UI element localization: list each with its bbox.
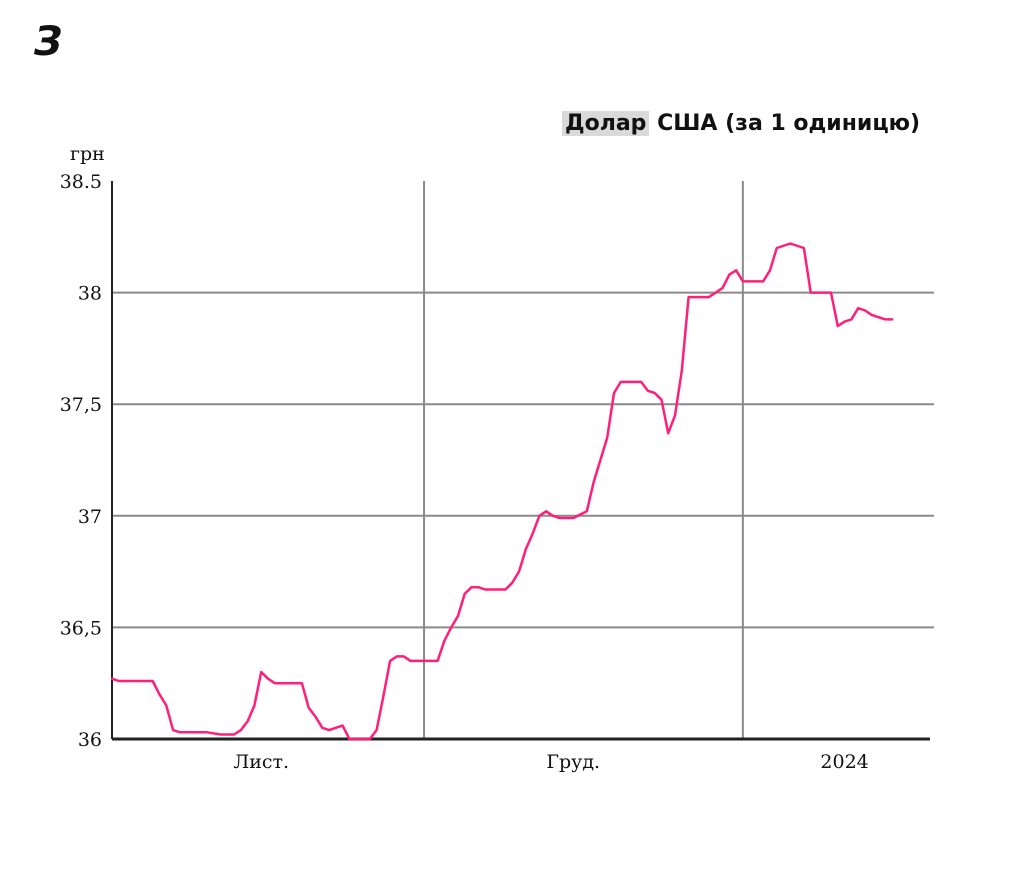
y-tick-label: 37 <box>78 506 102 528</box>
y-tick-label: 37,5 <box>60 394 102 416</box>
y-tick-label: 36 <box>78 729 102 751</box>
series-layer <box>110 242 894 741</box>
brand-logo: З <box>34 19 63 65</box>
chart-axes <box>111 181 930 741</box>
y-tick-label: 38.5 <box>60 171 102 193</box>
x-tick-labels: Лист. Груд. 2024 <box>233 751 868 773</box>
y-axis-unit-label: грн <box>70 143 105 165</box>
x-tick-label: Лист. <box>233 751 289 773</box>
chart-title-rest: США (за 1 одиницю) <box>657 111 921 136</box>
x-tick-label: Груд. <box>546 751 600 773</box>
y-tick-label: 36,5 <box>60 617 102 639</box>
chart-title: Долар США (за 1 одиницю) <box>562 110 920 139</box>
x-tick-label: 2024 <box>820 751 868 773</box>
y-tick-label: 38 <box>78 283 102 305</box>
y-tick-labels: 36 36,5 37 37,5 38 38.5 <box>60 171 102 751</box>
usd-rate-line <box>110 242 894 741</box>
chart-grid <box>112 291 934 629</box>
month-dividers <box>423 181 744 739</box>
chart-title-highlight: Долар <box>562 111 650 136</box>
